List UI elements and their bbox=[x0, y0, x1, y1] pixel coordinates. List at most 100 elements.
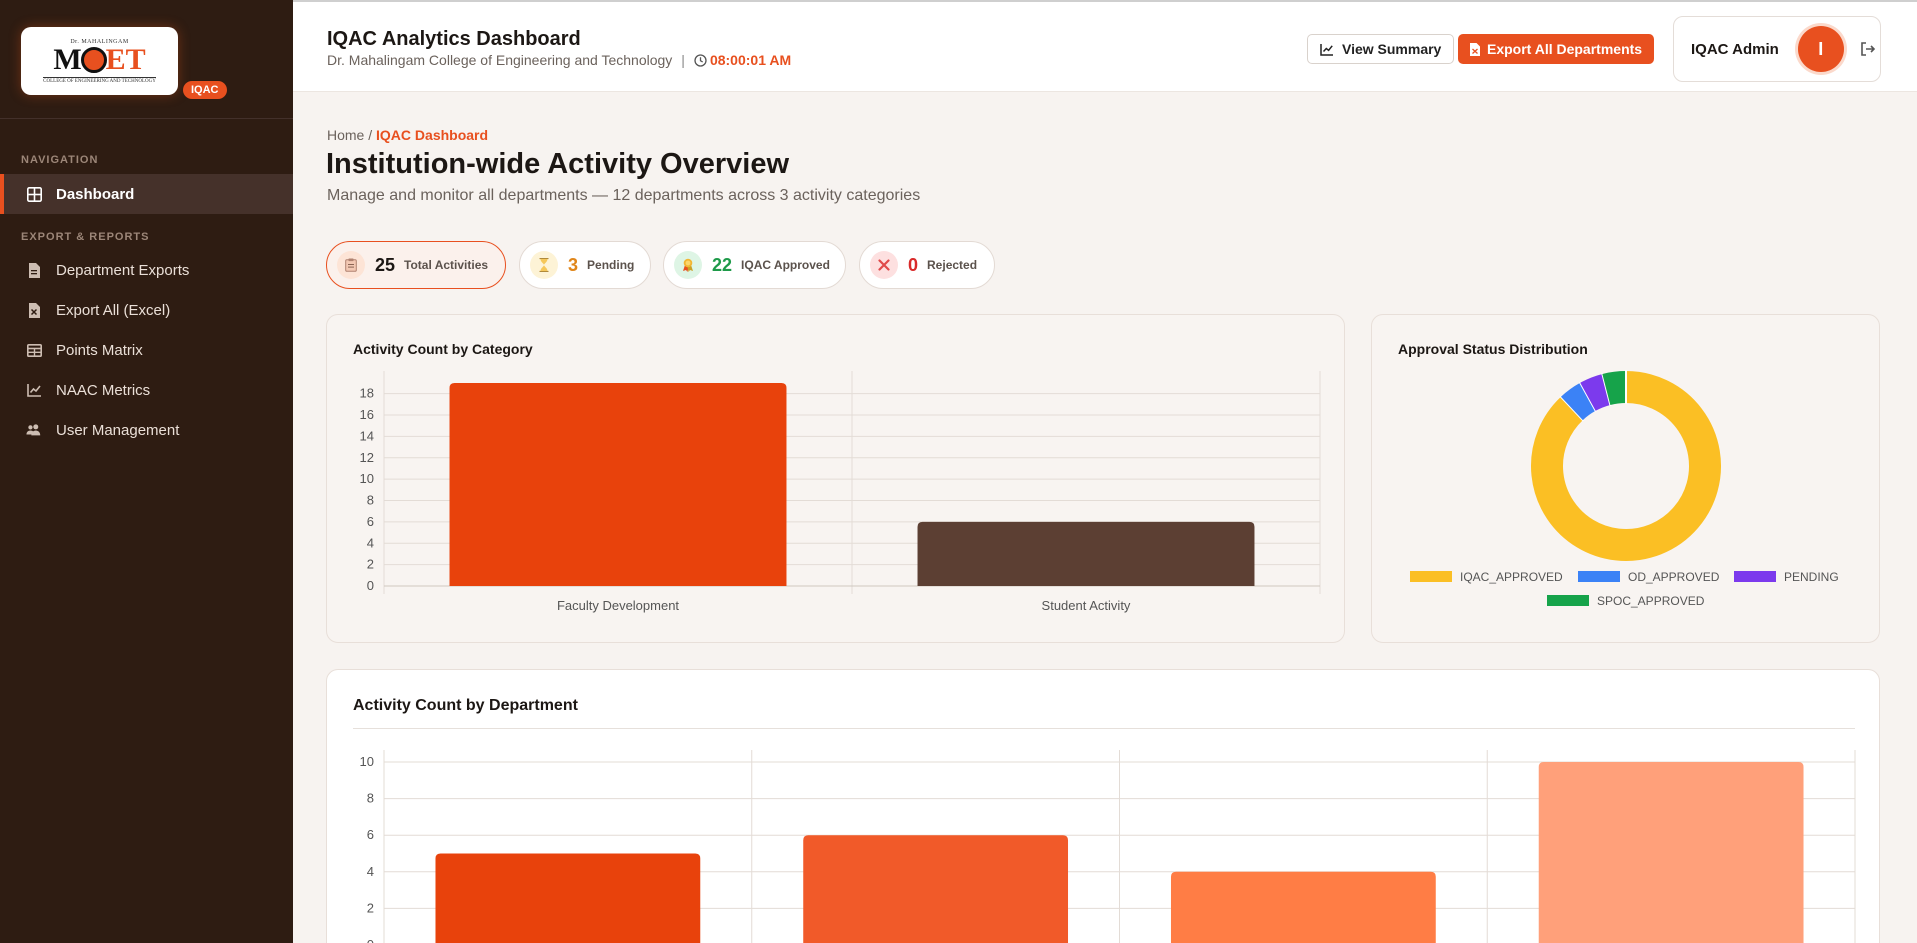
bar bbox=[803, 835, 1069, 943]
y-tick-label: 10 bbox=[360, 754, 374, 769]
sidebar: Dr. MAHALINGAM M ET COLLEGE OF ENGINEERIN… bbox=[0, 0, 293, 943]
badge-icon bbox=[674, 251, 702, 279]
stat-value: 0 bbox=[908, 254, 919, 275]
page-subtitle: Manage and monitor all departments — 12 … bbox=[327, 187, 921, 204]
hourglass-icon bbox=[530, 251, 558, 279]
department-chart-card: Activity Count by Department 0 2 4 6 8 10 bbox=[326, 669, 1880, 943]
chart-title: Approval Status Distribution bbox=[1398, 341, 1588, 357]
pie-slice bbox=[1531, 371, 1721, 561]
approval-status-card: Approval Status Distribution IQAC_APPROV… bbox=[1371, 314, 1880, 643]
sidebar-item-naac-metrics[interactable]: NAAC Metrics bbox=[0, 370, 293, 410]
approval-donut-chart: IQAC_APPROVED OD_APPROVED PENDING SPOC_APPR… bbox=[1410, 370, 1839, 608]
breadcrumb: Home / IQAC Dashboard bbox=[327, 127, 488, 143]
user-name: IQAC Admin bbox=[1691, 40, 1779, 58]
pie-slice bbox=[1560, 382, 1597, 421]
pie-slice bbox=[1602, 371, 1627, 406]
sidebar-item-user-management[interactable]: User Management bbox=[0, 410, 293, 450]
sidebar-item-export-all[interactable]: Export All (Excel) bbox=[0, 290, 293, 330]
chart-title: Activity Count by Department bbox=[353, 697, 578, 714]
header-subtitle-row: Dr. Mahalingam College of Engineering an… bbox=[327, 52, 791, 68]
legend-swatch bbox=[1734, 571, 1776, 582]
sidebar-item-label: NAAC Metrics bbox=[56, 381, 151, 399]
reports-section-label: EXPORT & REPORTS bbox=[21, 231, 150, 243]
line-chart-icon bbox=[1320, 43, 1333, 56]
table-icon bbox=[26, 342, 42, 358]
x-tick-label: Student Activity bbox=[1042, 598, 1131, 613]
bar bbox=[435, 853, 701, 943]
excel-file-icon bbox=[26, 302, 42, 318]
sidebar-item-label: User Management bbox=[56, 421, 180, 439]
stat-rejected[interactable]: 0 Rejected bbox=[859, 241, 995, 289]
college-name: Dr. Mahalingam College of Engineering an… bbox=[327, 52, 673, 68]
bar bbox=[449, 383, 787, 586]
stat-label: IQAC Approved bbox=[741, 258, 830, 272]
globe-icon bbox=[80, 46, 107, 73]
bar bbox=[917, 521, 1255, 586]
college-logo[interactable]: Dr. MAHALINGAM M ET COLLEGE OF ENGINEERIN… bbox=[21, 27, 178, 95]
y-tick-label: 10 bbox=[360, 471, 374, 486]
clipboard-icon bbox=[337, 251, 365, 279]
breadcrumb-current: IQAC Dashboard bbox=[376, 127, 489, 143]
sidebar-item-label: Department Exports bbox=[56, 261, 190, 279]
logo-sub-text: COLLEGE OF ENGINEERING AND TECHNOLOGY bbox=[43, 76, 156, 84]
y-tick-label: 2 bbox=[367, 900, 374, 915]
category-bar-chart: 0 2 4 6 8 10 12 14 16 18 Faculty Development Studen… bbox=[360, 371, 1321, 613]
export-all-label: Export All Departments bbox=[1487, 41, 1643, 57]
category-chart-card: Activity Count by Category 0 2 4 6 8 10 12 14 16… bbox=[326, 314, 1345, 643]
stat-value: 3 bbox=[568, 254, 579, 275]
sidebar-item-department-exports[interactable]: Department Exports bbox=[0, 250, 293, 290]
stat-iqac-approved[interactable]: 22 IQAC Approved bbox=[663, 241, 846, 289]
sidebar-item-dashboard[interactable]: Dashboard bbox=[0, 174, 293, 214]
export-all-departments-button[interactable]: Export All Departments bbox=[1458, 34, 1655, 64]
clock: 08:00:01 AM bbox=[694, 52, 791, 68]
clock-time: 08:00:01 AM bbox=[709, 52, 792, 68]
y-tick-label: 6 bbox=[367, 827, 374, 842]
y-tick-label: 4 bbox=[367, 535, 374, 550]
line-chart-icon bbox=[26, 382, 42, 398]
y-tick-label: 0 bbox=[367, 578, 374, 593]
x-icon bbox=[870, 251, 898, 279]
legend-label: OD_APPROVED bbox=[1628, 570, 1720, 584]
legend-label: IQAC_APPROVED bbox=[1460, 570, 1563, 584]
breadcrumb-home[interactable]: Home bbox=[327, 127, 365, 143]
page-title: Institution-wide Activity Overview bbox=[326, 148, 790, 180]
stat-value: 25 bbox=[375, 254, 396, 275]
y-tick-label: 6 bbox=[367, 514, 374, 529]
chart-title: Activity Count by Category bbox=[353, 341, 533, 357]
card-divider bbox=[353, 728, 1855, 729]
slice-separator bbox=[1578, 381, 1598, 413]
stat-pending[interactable]: 3 Pending bbox=[519, 241, 651, 289]
legend-label: PENDING bbox=[1784, 570, 1839, 584]
header-separator: | bbox=[681, 52, 685, 68]
y-tick-label: 0 bbox=[367, 937, 374, 943]
excel-file-icon bbox=[1470, 42, 1480, 56]
bar bbox=[1170, 871, 1436, 943]
logo-main-text: M ET bbox=[53, 42, 145, 76]
user-menu[interactable]: IQAC Admin I bbox=[1673, 16, 1881, 82]
file-icon bbox=[26, 262, 42, 278]
y-tick-label: 16 bbox=[360, 407, 374, 422]
sidebar-item-label: Export All (Excel) bbox=[56, 301, 171, 319]
y-tick-label: 4 bbox=[367, 864, 374, 879]
logout-icon[interactable] bbox=[1860, 41, 1876, 57]
breadcrumb-separator: / bbox=[368, 127, 373, 143]
avatar[interactable]: I bbox=[1797, 26, 1844, 72]
legend-label: SPOC_APPROVED bbox=[1597, 594, 1705, 608]
department-bar-chart: 0 2 4 6 8 10 bbox=[360, 750, 1856, 943]
view-summary-button[interactable]: View Summary bbox=[1307, 34, 1455, 64]
clock-icon bbox=[694, 53, 707, 67]
y-tick-label: 8 bbox=[367, 791, 374, 806]
y-tick-label: 14 bbox=[360, 428, 374, 443]
nav-section-label: NAVIGATION bbox=[21, 154, 99, 166]
stat-label: Rejected bbox=[927, 258, 978, 272]
logo-letter-m: M bbox=[53, 42, 82, 76]
stat-value: 22 bbox=[712, 254, 733, 275]
legend-swatch bbox=[1410, 571, 1452, 582]
grid-icon bbox=[26, 186, 42, 202]
stat-total-activities[interactable]: 25 Total Activities bbox=[326, 241, 506, 289]
sidebar-item-points-matrix[interactable]: Points Matrix bbox=[0, 330, 293, 370]
header-title: IQAC Analytics Dashboard bbox=[327, 28, 581, 50]
y-tick-label: 8 bbox=[367, 493, 374, 508]
view-summary-label: View Summary bbox=[1342, 41, 1442, 57]
y-tick-label: 12 bbox=[360, 450, 374, 465]
